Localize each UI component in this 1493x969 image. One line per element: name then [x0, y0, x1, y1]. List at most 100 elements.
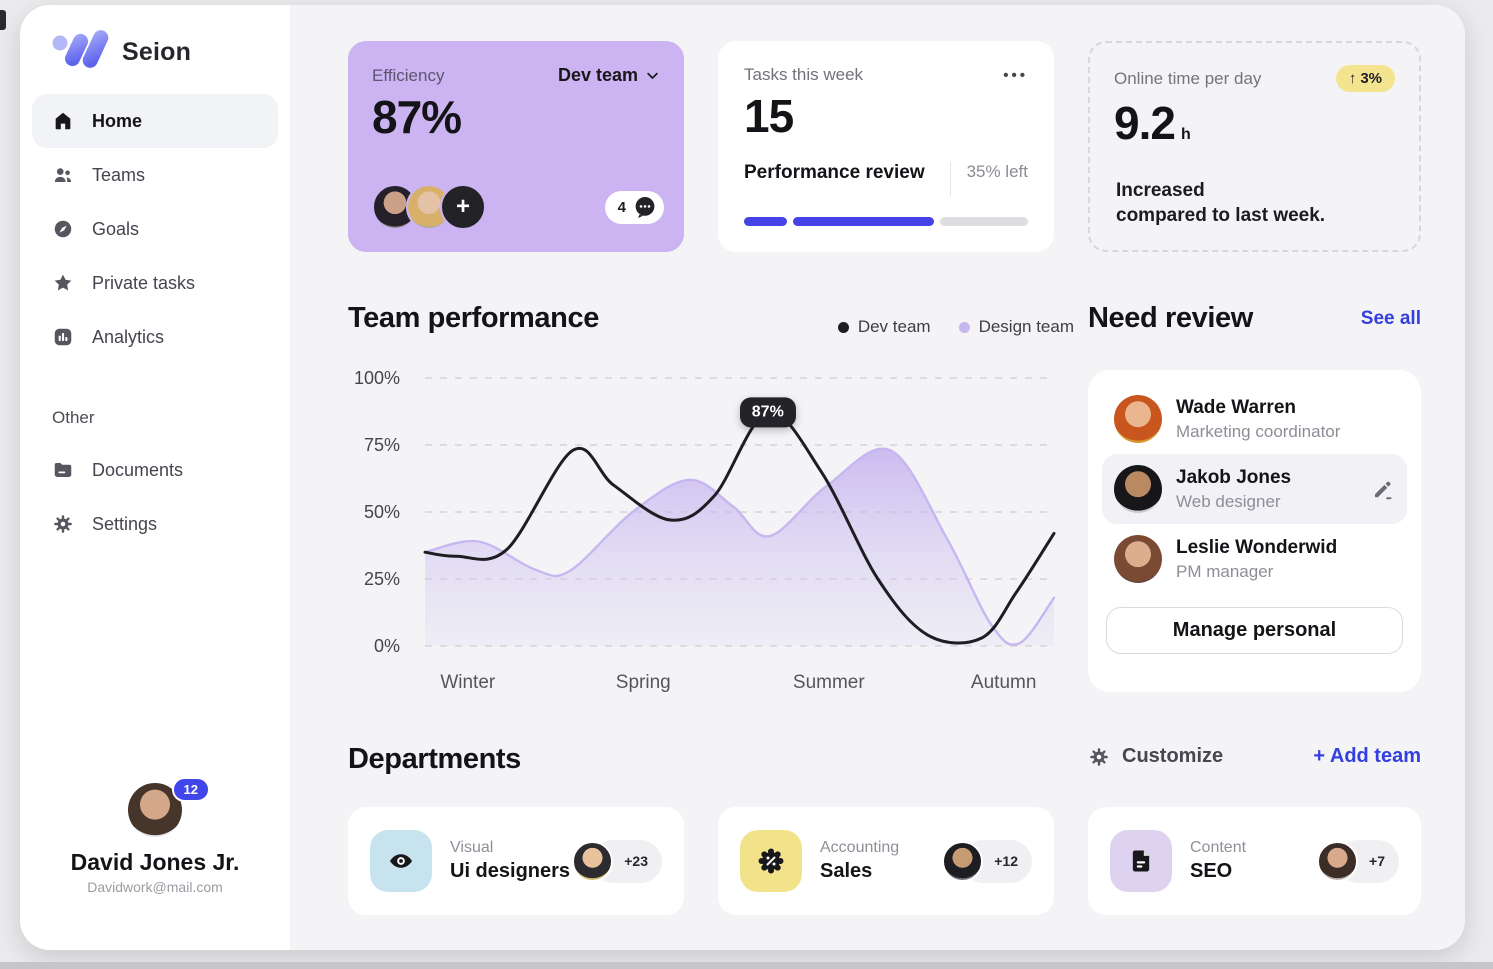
dev-team-line — [423, 411, 1056, 645]
arrow-up-icon: ↑ — [1348, 70, 1357, 87]
y-axis-label: 25% — [363, 569, 400, 589]
department-card-content[interactable]: Content SEO +7 — [1088, 807, 1421, 915]
chat-count: 4 — [617, 198, 626, 216]
tasks-label: Tasks this week — [744, 65, 864, 84]
progress-segment-filled — [792, 217, 934, 226]
sidebar-item-label: Goals — [92, 218, 140, 239]
tasks-value: 15 — [744, 90, 794, 142]
sidebar-item-goals[interactable]: Goals — [32, 202, 278, 256]
x-axis-label: Winter — [440, 672, 496, 693]
sidebar-item-private-tasks[interactable]: Private tasks — [32, 256, 278, 310]
online-time-value: 9.2 — [1114, 97, 1176, 149]
manage-personal-button[interactable]: Manage personal — [1106, 607, 1403, 654]
app-logo: Seion — [52, 29, 191, 75]
department-card-accounting[interactable]: Accounting Sales +12 — [718, 807, 1054, 915]
eye-icon — [387, 847, 415, 875]
need-review-title: Need review — [1088, 302, 1253, 334]
design-team-line — [423, 447, 1056, 646]
person-name: Jakob Jones — [1176, 466, 1292, 488]
home-icon — [52, 110, 74, 132]
person-role: Web designer — [1176, 491, 1281, 511]
screen-bottom-edge — [0, 962, 1493, 969]
sidebar-nav: Home Teams Goals Private tasks — [32, 94, 278, 364]
chart-title: Team performance — [348, 302, 599, 334]
department-tile — [740, 830, 802, 892]
person-role: Marketing coordinator — [1176, 421, 1341, 441]
customize-label: Customize — [1122, 745, 1224, 767]
avatar — [1114, 465, 1162, 513]
app-title: Seion — [122, 37, 192, 66]
sidebar-item-label: Home — [92, 110, 143, 131]
chart-tooltip: 87% — [739, 397, 796, 428]
person-row[interactable]: Wade Warren Marketing coordinator — [1102, 384, 1407, 454]
percent-badge-icon — [757, 847, 785, 875]
person-row[interactable]: Leslie Wonderwid PM manager — [1102, 524, 1407, 594]
department-team: Ui designers — [450, 860, 571, 882]
see-all-link[interactable]: See all — [1360, 307, 1421, 329]
sidebar-item-label: Documents — [92, 459, 184, 480]
main-content: Efficiency Dev team 87% + 4 — [290, 5, 1465, 950]
y-axis-label: 50% — [363, 502, 400, 522]
gear-icon — [1088, 746, 1110, 768]
legend-item-dev-team[interactable]: Dev team — [837, 317, 931, 337]
task-remaining: 35% left — [949, 162, 1028, 196]
notification-badge: 12 — [171, 777, 210, 802]
gear-icon — [52, 513, 74, 535]
team-performance-chart: 100% 75% 50% 25% 0% Winter Spring Summer Au… — [348, 345, 1074, 713]
add-team-link[interactable]: + Add team — [1313, 745, 1421, 767]
legend-item-design-team[interactable]: Design team — [958, 317, 1074, 337]
sidebar-item-label: Analytics — [92, 326, 165, 347]
document-icon — [1127, 847, 1155, 875]
department-tile — [1110, 830, 1172, 892]
avatar — [1114, 395, 1162, 443]
progress-segment-filled — [744, 217, 787, 226]
sidebar-item-teams[interactable]: Teams — [32, 148, 278, 202]
person-row[interactable]: Jakob Jones Web designer — [1102, 454, 1407, 524]
legend-dot — [958, 321, 970, 333]
department-card-visual[interactable]: Visual Ui designers +23 — [348, 807, 684, 915]
delta-badge: ↑ 3% — [1335, 65, 1395, 92]
efficiency-value: 87% — [372, 91, 462, 143]
x-axis-label: Spring — [615, 672, 671, 693]
add-member-button[interactable]: + — [440, 184, 486, 230]
customize-button[interactable]: Customize — [1088, 745, 1223, 768]
departments-title: Departments — [348, 743, 521, 775]
task-progress-bar — [744, 217, 1028, 226]
person-name: Wade Warren — [1176, 396, 1297, 418]
avatar — [942, 840, 984, 882]
member-avatar-stack: + — [372, 184, 486, 230]
user-profile[interactable]: 12 David Jones Jr. Davidwork@mail.com — [20, 777, 290, 895]
chat-bubble-icon — [633, 195, 657, 219]
efficiency-card: Efficiency Dev team 87% + 4 — [348, 41, 684, 252]
folder-icon — [52, 459, 74, 481]
person-role: PM manager — [1176, 561, 1274, 581]
app-window: Seion Home Teams Goals — [20, 5, 1465, 950]
screen-edge-tick — [0, 10, 6, 30]
chevron-down-icon — [645, 68, 660, 83]
sidebar-item-label: Private tasks — [92, 272, 196, 293]
department-tile — [370, 830, 432, 892]
tasks-card: Tasks this week ••• 15 Performance revie… — [718, 41, 1054, 252]
team-selector-value: Dev team — [557, 65, 638, 85]
star-icon — [52, 272, 74, 294]
chat-count-pill[interactable]: 4 — [604, 190, 664, 224]
sidebar-item-home[interactable]: Home — [32, 94, 278, 148]
online-time-label: Online time per day — [1114, 68, 1262, 88]
sidebar-section-other: Other — [52, 408, 95, 427]
delta-value: 3% — [1360, 70, 1382, 87]
team-selector-dropdown[interactable]: Dev team — [558, 65, 660, 86]
sidebar-item-settings[interactable]: Settings — [32, 497, 278, 551]
department-category: Content — [1190, 839, 1247, 856]
design-team-area — [425, 448, 1054, 646]
edit-person-button[interactable] — [1371, 477, 1395, 501]
sidebar-item-documents[interactable]: Documents — [32, 443, 278, 497]
member-chip: +12 — [942, 839, 1032, 883]
x-axis-label: Autumn — [970, 672, 1037, 693]
more-options-icon[interactable]: ••• — [1003, 66, 1028, 84]
person-name: Leslie Wonderwid — [1176, 536, 1338, 558]
chart-plot-area — [423, 377, 1056, 647]
sidebar-item-analytics[interactable]: Analytics — [32, 310, 278, 364]
teams-icon — [52, 164, 74, 186]
chart-legend: Dev team Design team — [348, 317, 1074, 337]
y-axis-label: 100% — [353, 368, 400, 388]
